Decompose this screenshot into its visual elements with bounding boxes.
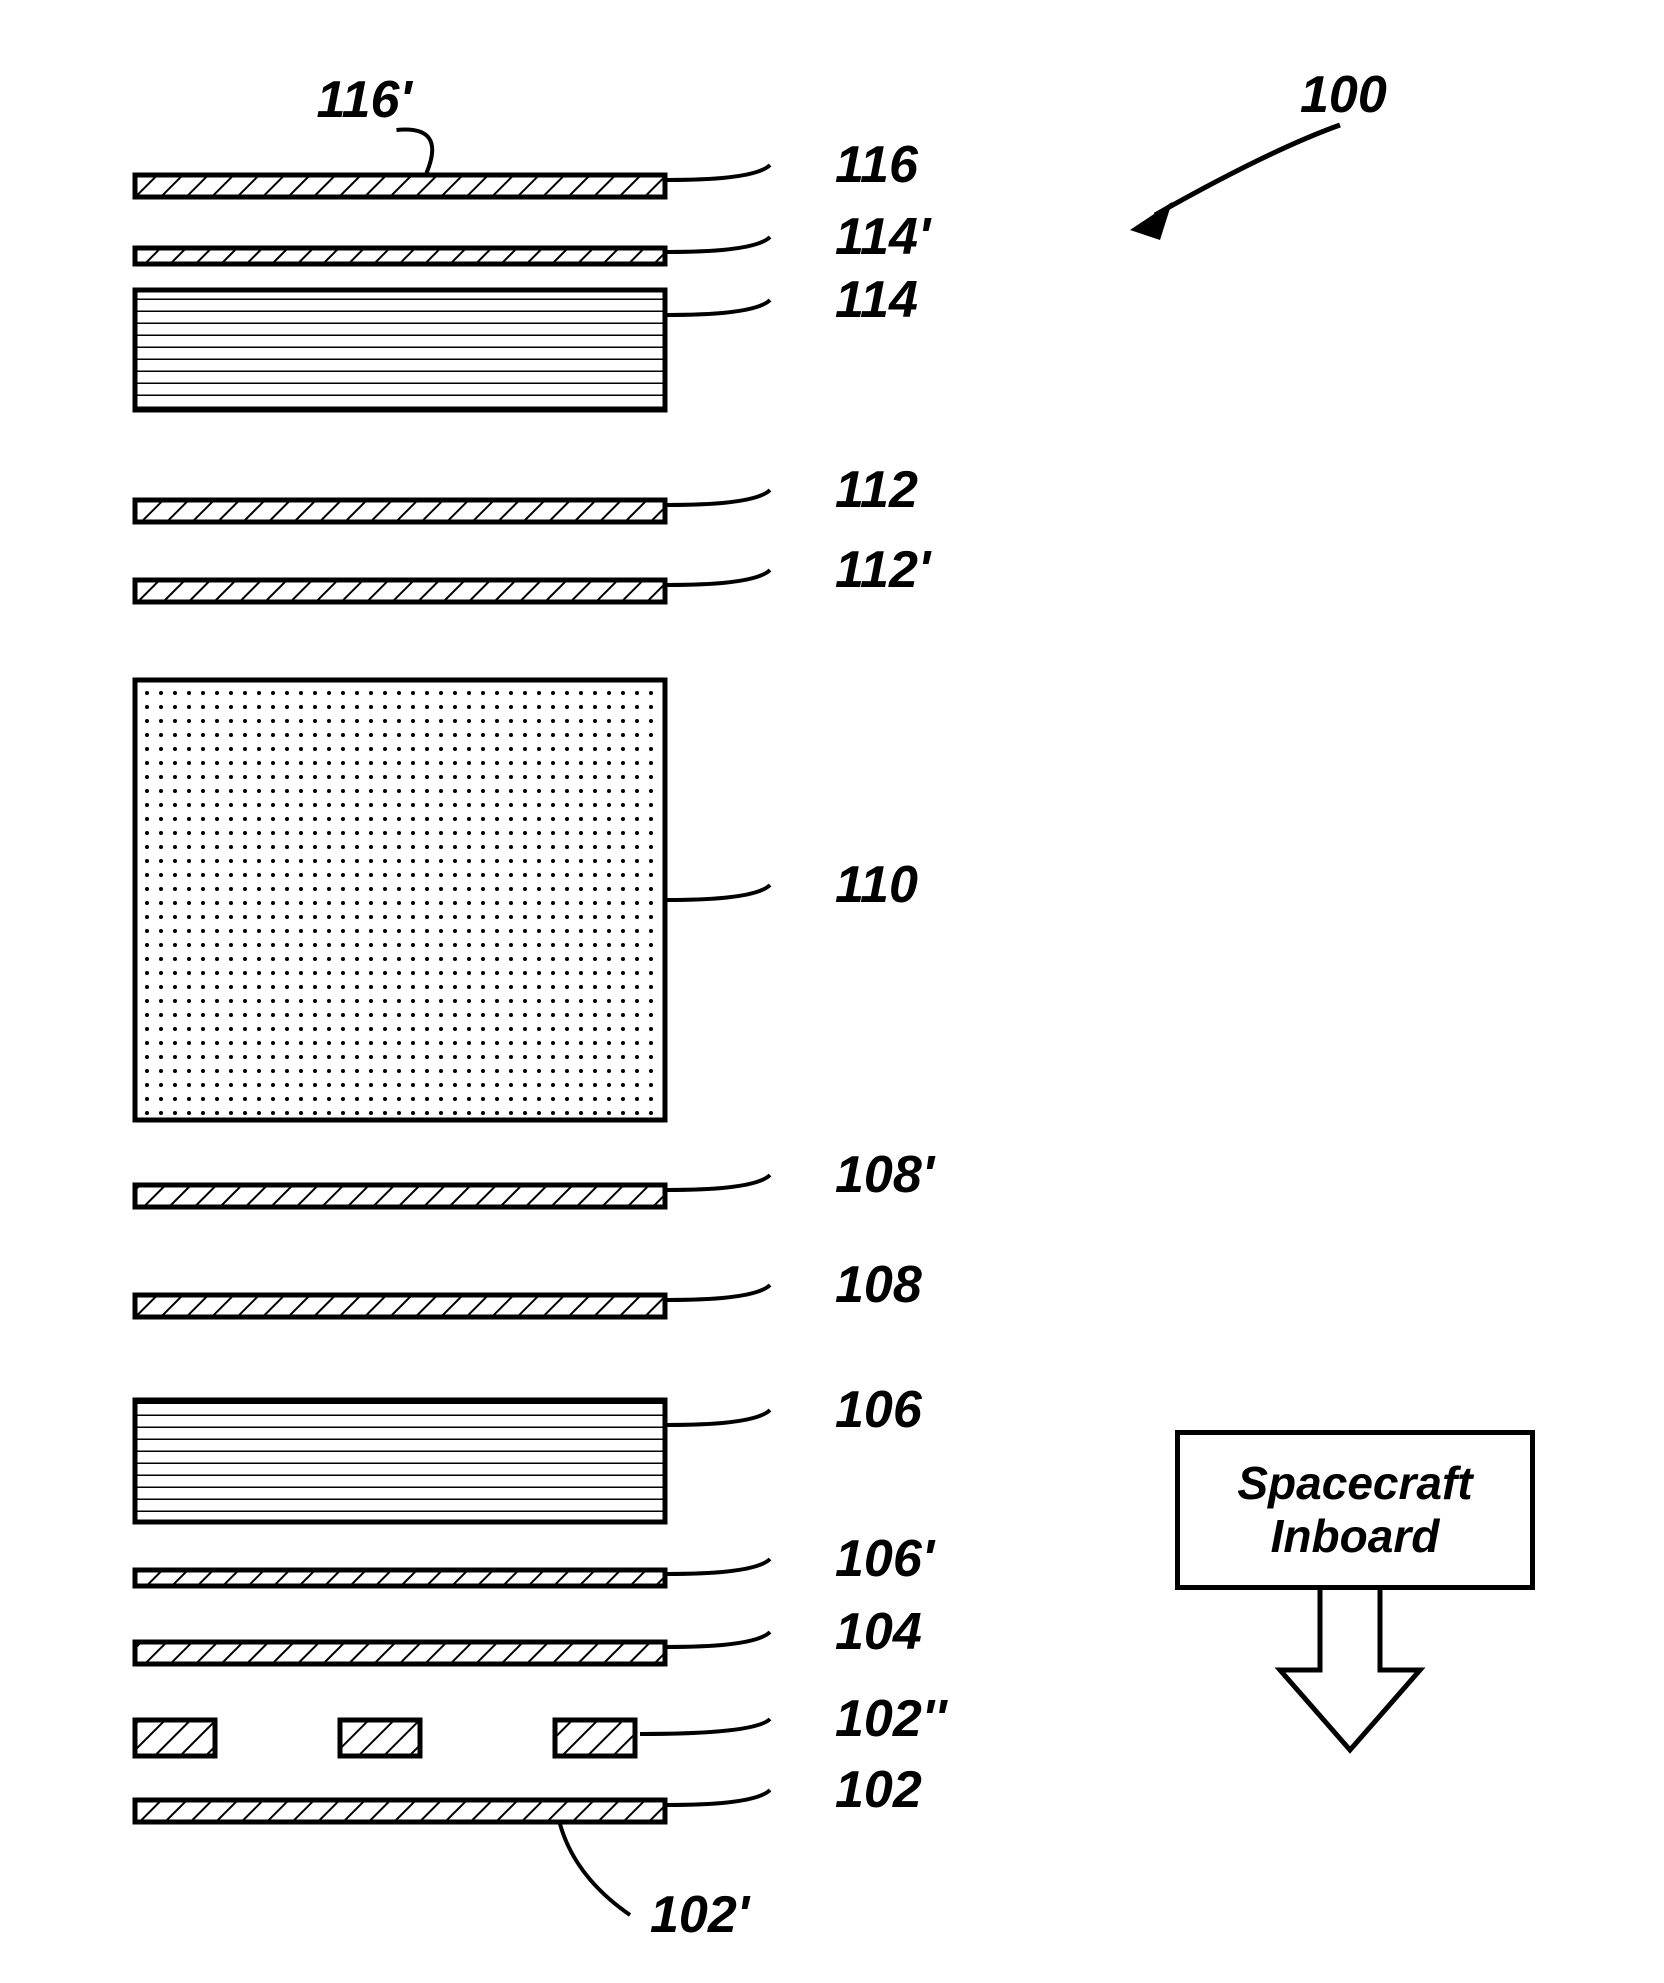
layer-label-110: 110	[835, 855, 918, 915]
layer-label-116: 116	[835, 135, 918, 195]
assembly-ref-label: 100	[1300, 65, 1387, 125]
layer-label-102-prime: 102'	[650, 1885, 749, 1945]
layer-label-106: 106	[835, 1380, 922, 1440]
spacecraft-inboard-box: SpacecraftInboard	[1175, 1430, 1535, 1590]
layer-label-108p: 108'	[835, 1145, 934, 1205]
layer-label-108: 108	[835, 1255, 922, 1315]
layer-label-114: 114	[835, 270, 918, 330]
inboard-arrow-icon	[1280, 1580, 1420, 1750]
figure-canvas: 116 116' 114'114 112 112' 110 108' 108 106 106' 10…	[0, 0, 1664, 1983]
layer-label-116-prime: 116'	[317, 70, 412, 130]
layer-label-104: 104	[835, 1602, 922, 1662]
layer-label-102: 102	[835, 1760, 922, 1820]
layer-label-114p: 114'	[835, 207, 930, 267]
layer-label-102pp: 102''	[835, 1689, 947, 1749]
layer-label-106p: 106'	[835, 1529, 934, 1589]
layer-label-112p: 112'	[835, 540, 930, 600]
layer-label-112: 112	[835, 460, 918, 520]
